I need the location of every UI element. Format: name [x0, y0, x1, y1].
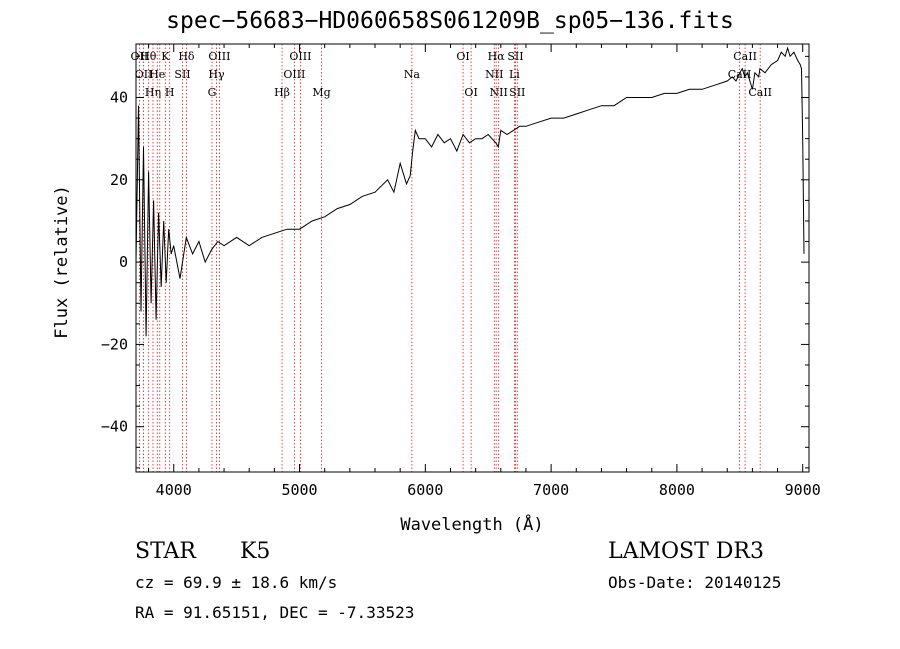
- line-label: K: [161, 50, 170, 63]
- line-label: Hδ: [178, 50, 195, 63]
- plot-frame: [135, 43, 810, 473]
- line-label: G: [208, 86, 217, 99]
- line-label: SII: [509, 86, 525, 99]
- y-tick-label: −40: [101, 418, 128, 436]
- line-label: Hη: [145, 86, 161, 99]
- line-label: Na: [404, 68, 421, 81]
- line-label: OII: [135, 68, 153, 81]
- y-tick-label: 20: [110, 171, 128, 189]
- line-label: H: [165, 86, 175, 99]
- line-label: CaII: [728, 68, 752, 81]
- line-label: OI: [456, 50, 469, 63]
- line-label: CaII: [733, 50, 757, 63]
- x-tick-label: 7000: [533, 481, 569, 499]
- line-label: OIII: [208, 50, 230, 63]
- obs-date: Obs-Date: 20140125: [608, 573, 782, 592]
- axis-ticks: 4000 5000 6000 7000 8000 9000 −40 −20 0 20 40: [101, 44, 821, 499]
- line-label: Hθ: [140, 50, 157, 63]
- line-label: SII: [174, 68, 190, 81]
- line-label: Hβ: [274, 86, 290, 99]
- line-labels: OIIOIIHθHηHeKHSIIHδGHγOIIIHβOIIIOIIIMgNa…: [131, 50, 772, 99]
- x-tick-label: 8000: [659, 481, 695, 499]
- x-tick-label: 9000: [785, 481, 821, 499]
- survey-name: LAMOST DR3: [608, 539, 764, 564]
- coordinates: RA = 91.65151, DEC = -7.33523: [135, 603, 415, 622]
- line-label: OIII: [289, 50, 311, 63]
- y-tick-label: −20: [101, 335, 128, 353]
- line-label: NII: [490, 86, 508, 99]
- line-label: SII: [507, 50, 523, 63]
- spectrum-line: [135, 46, 805, 337]
- line-label: Mg: [312, 86, 330, 99]
- line-label: NII: [485, 68, 503, 81]
- x-axis-label: Wavelength (Å): [400, 513, 543, 535]
- emission-line-markers: [138, 44, 761, 472]
- y-axis-label: Flux (relative): [52, 185, 72, 339]
- y-tick-label: 0: [119, 253, 128, 271]
- line-label: Hγ: [208, 68, 225, 81]
- chart-title: spec−56683−HD060658S061209B_sp05−136.fit…: [166, 8, 734, 34]
- x-tick-label: 4000: [156, 481, 192, 499]
- line-label: OII: [131, 50, 149, 63]
- y-tick-label: 40: [110, 89, 128, 107]
- x-tick-label: 6000: [407, 481, 443, 499]
- object-class: STAR: [135, 539, 196, 564]
- line-label: Li: [509, 68, 520, 81]
- line-label: OIII: [283, 68, 305, 81]
- line-label: Hα: [488, 50, 506, 63]
- x-tick-label: 5000: [281, 481, 317, 499]
- line-label: OI: [464, 86, 477, 99]
- line-label: CaII: [748, 86, 772, 99]
- redshift-text: cz = 69.9 ± 18.6 km/s: [135, 573, 338, 592]
- line-label: He: [149, 68, 165, 81]
- object-subclass: K5: [240, 539, 271, 564]
